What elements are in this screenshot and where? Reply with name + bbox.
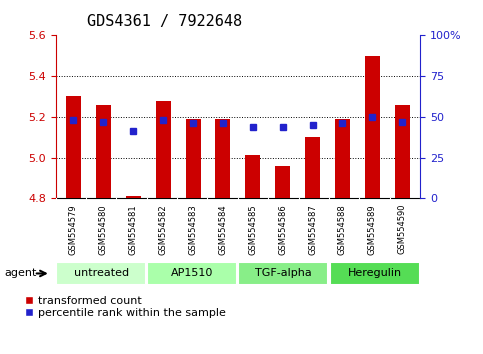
Bar bbox=[365, 56, 380, 198]
Bar bbox=[185, 119, 200, 198]
Text: agent: agent bbox=[5, 268, 37, 279]
Text: TGF-alpha: TGF-alpha bbox=[255, 268, 312, 279]
Bar bbox=[215, 119, 230, 198]
Text: GSM554588: GSM554588 bbox=[338, 204, 347, 255]
Text: GSM554585: GSM554585 bbox=[248, 204, 257, 255]
Text: GSM554581: GSM554581 bbox=[129, 204, 138, 255]
FancyBboxPatch shape bbox=[329, 262, 420, 285]
Bar bbox=[275, 166, 290, 198]
Bar bbox=[96, 104, 111, 198]
Bar bbox=[156, 101, 170, 198]
Text: Heregulin: Heregulin bbox=[348, 268, 402, 279]
Bar bbox=[245, 155, 260, 198]
Bar bbox=[395, 104, 410, 198]
Text: GSM554589: GSM554589 bbox=[368, 204, 377, 255]
FancyBboxPatch shape bbox=[147, 262, 237, 285]
Text: GSM554583: GSM554583 bbox=[188, 204, 198, 255]
Text: GSM554582: GSM554582 bbox=[158, 204, 168, 255]
Bar bbox=[335, 119, 350, 198]
Bar bbox=[126, 196, 141, 198]
Text: GSM554584: GSM554584 bbox=[218, 204, 227, 255]
Bar bbox=[305, 137, 320, 198]
FancyBboxPatch shape bbox=[239, 262, 328, 285]
FancyBboxPatch shape bbox=[56, 262, 146, 285]
Text: GSM554587: GSM554587 bbox=[308, 204, 317, 255]
Legend: transformed count, percentile rank within the sample: transformed count, percentile rank withi… bbox=[25, 296, 226, 318]
Text: GSM554579: GSM554579 bbox=[69, 204, 78, 255]
Bar bbox=[66, 96, 81, 198]
Text: GSM554590: GSM554590 bbox=[398, 204, 407, 255]
Text: GSM554580: GSM554580 bbox=[99, 204, 108, 255]
Text: untreated: untreated bbox=[73, 268, 128, 279]
Text: AP1510: AP1510 bbox=[171, 268, 213, 279]
Text: GSM554586: GSM554586 bbox=[278, 204, 287, 255]
Text: GDS4361 / 7922648: GDS4361 / 7922648 bbox=[87, 14, 242, 29]
